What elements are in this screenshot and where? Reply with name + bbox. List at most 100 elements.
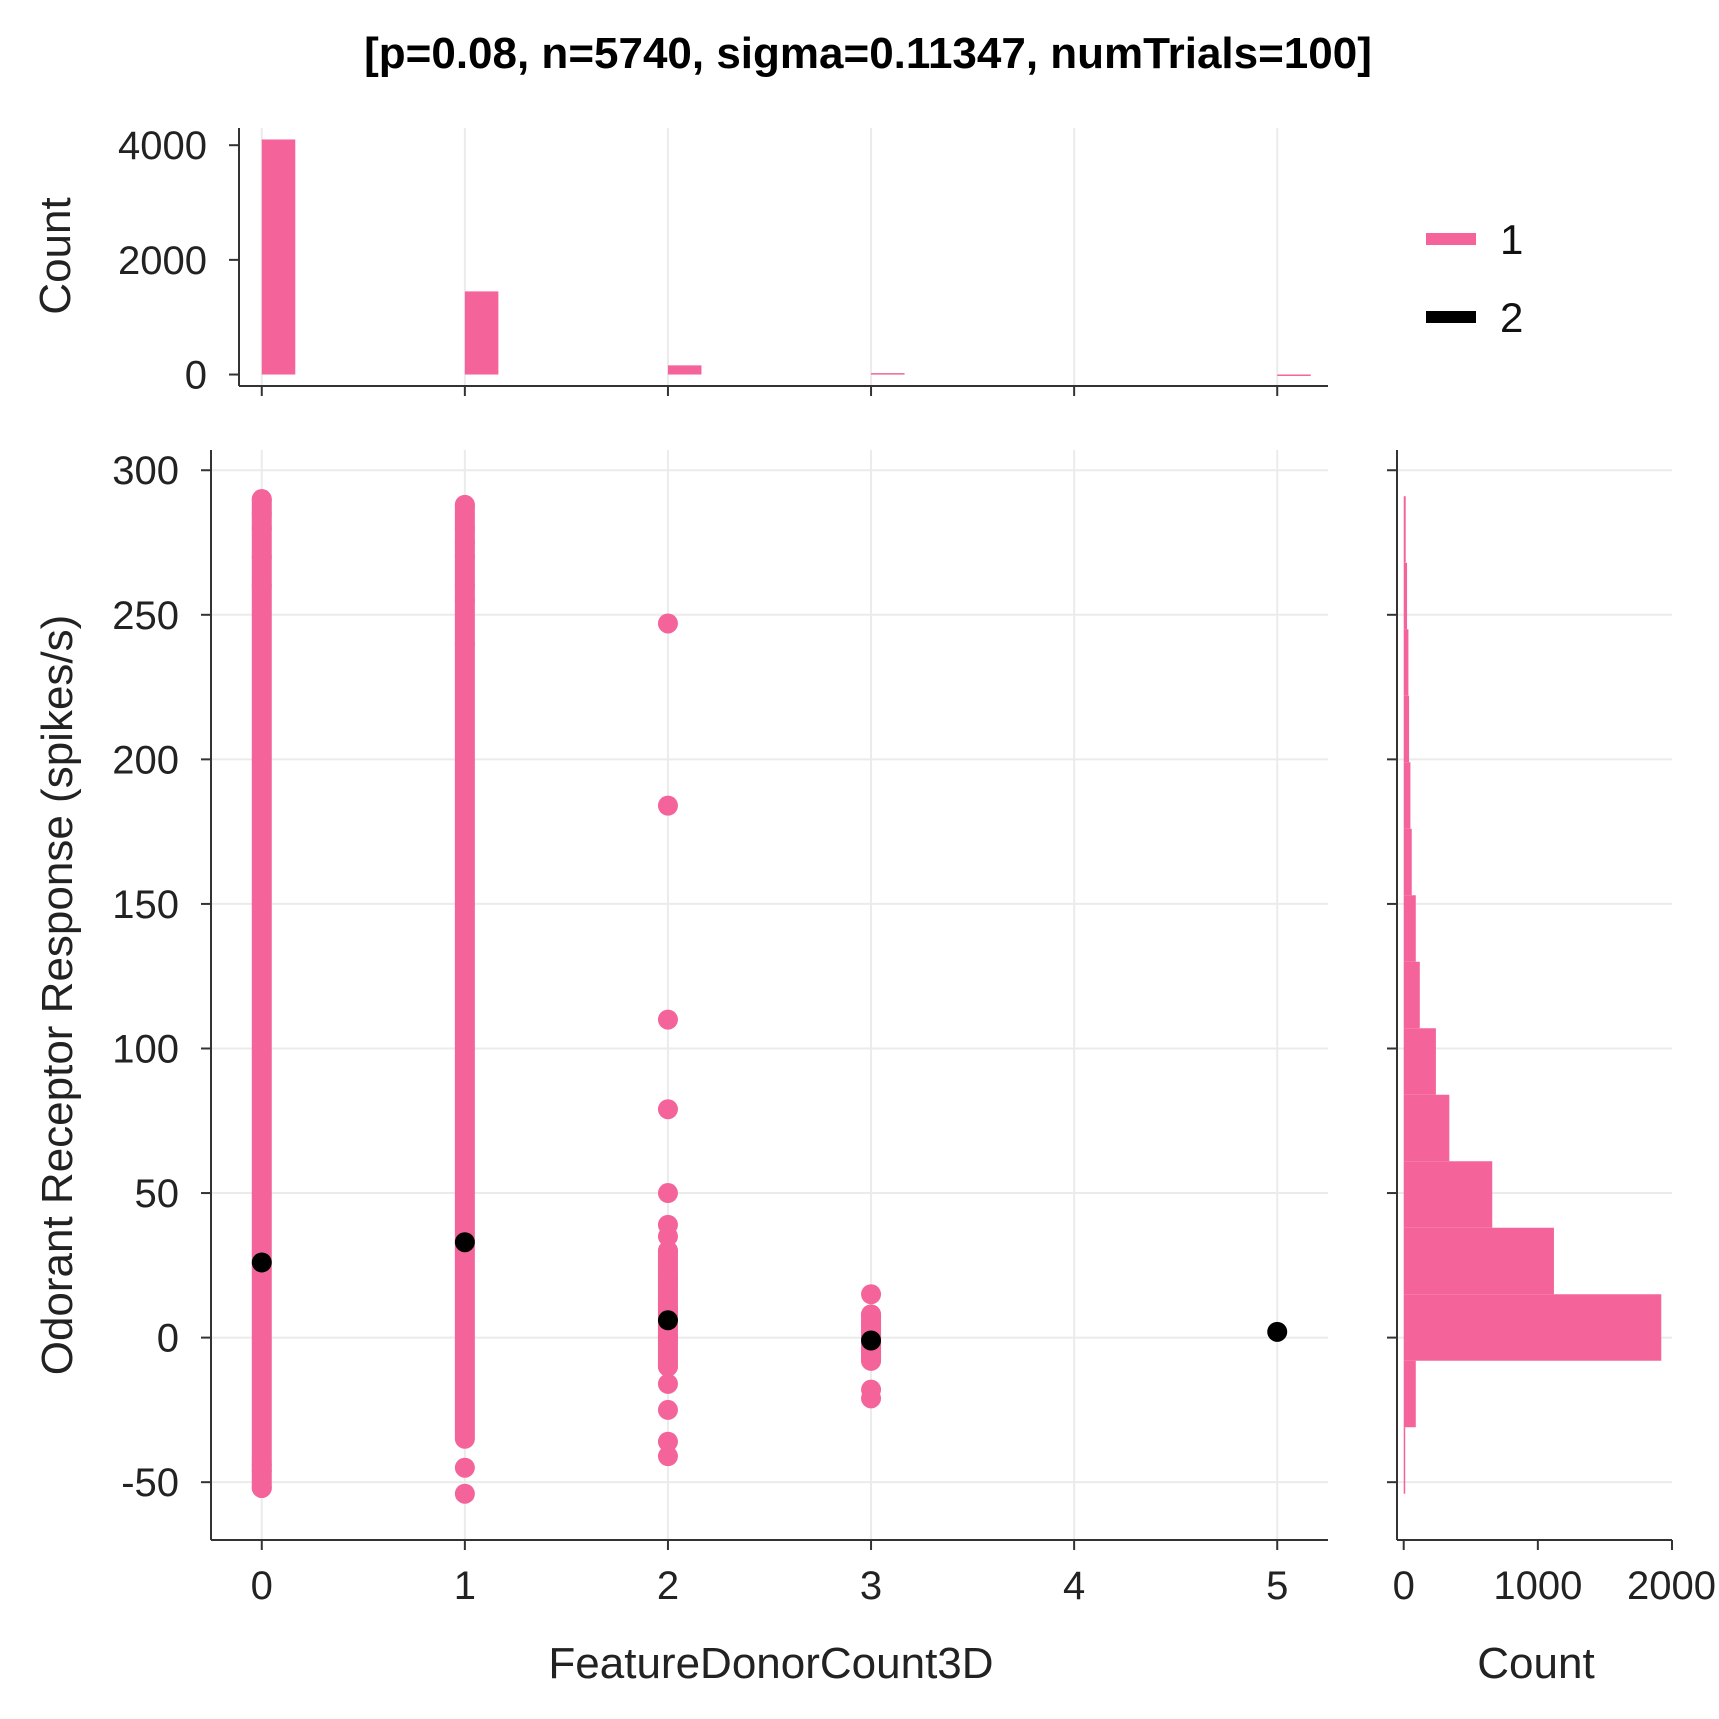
y-tick-label: 250	[112, 594, 179, 638]
top-y-tick-label: 0	[185, 354, 207, 398]
series-1-point	[657, 1240, 678, 1261]
series-1-point	[657, 795, 678, 816]
series-1-point	[657, 1356, 678, 1377]
series-2-point	[657, 1310, 678, 1331]
top-histogram-bar	[464, 291, 499, 375]
right-histogram-bar	[1403, 828, 1412, 896]
top-histogram-bar	[667, 365, 702, 375]
series-1-point	[657, 1009, 678, 1030]
right-histogram-bar	[1403, 496, 1406, 563]
right-histogram-bar	[1403, 895, 1416, 962]
right-histogram-bar	[1403, 1360, 1416, 1428]
series-2-points	[251, 1232, 1288, 1351]
series-1-point	[454, 1457, 475, 1478]
x-tick-label: 4	[1063, 1564, 1085, 1608]
legend-label-series-2: 2	[1500, 294, 1523, 341]
series-1-point	[657, 1327, 678, 1348]
top-histogram-axes: 0 2000 4000	[118, 124, 1328, 398]
series-1-point	[657, 1399, 678, 1420]
right-histogram-bars	[1403, 496, 1662, 1494]
series-1-point	[454, 633, 475, 654]
top-histogram-grid	[260, 128, 1279, 386]
right-histogram-bar	[1403, 762, 1411, 829]
series-1-point	[657, 1446, 678, 1467]
series-1-point	[251, 575, 272, 596]
right-histogram-bar	[1403, 1028, 1436, 1095]
top-histogram-y-label: Count	[31, 197, 80, 314]
x-tick-label: 5	[1266, 1564, 1288, 1608]
right-histogram-bar	[1403, 1294, 1662, 1361]
y-axis-label: Odorant Receptor Response (spikes/s)	[33, 615, 82, 1376]
series-1-point	[657, 1269, 678, 1290]
series-1-point	[657, 1373, 678, 1394]
series-1-point	[251, 489, 272, 510]
top-histogram-bars	[261, 139, 1311, 376]
top-y-tick-label: 2000	[118, 239, 207, 283]
y-tick-label: 50	[135, 1172, 180, 1216]
right-histogram-bar	[1403, 1427, 1406, 1494]
y-tick-label: 300	[112, 449, 179, 493]
legend-swatch-series-1	[1426, 233, 1476, 245]
series-1-point	[454, 575, 475, 596]
series-2-point	[454, 1232, 475, 1253]
series-1-point	[454, 546, 475, 567]
legend: 1 2	[1426, 216, 1523, 341]
series-1-point	[657, 1431, 678, 1452]
series-1-point	[454, 532, 475, 553]
series-1-point	[454, 518, 475, 539]
right-histogram-axes: 0 1000 2000	[1387, 450, 1716, 1608]
series-1-point	[657, 613, 678, 634]
main-scatter-panel: 0 1 2 3 4 5 -50 0 50 100 150 200 250 300 FeatureDonor…	[33, 449, 1328, 1688]
series-2-point	[861, 1330, 882, 1351]
series-1-point	[251, 503, 272, 524]
series-1-points	[251, 489, 882, 1504]
x-tick-label: 0	[251, 1564, 273, 1608]
series-1-point	[861, 1379, 882, 1400]
top-histogram-bar	[261, 139, 296, 375]
x-tick-label: 1	[454, 1564, 476, 1608]
series-1-point	[251, 546, 272, 567]
y-tick-label: 200	[112, 738, 179, 782]
right-x-tick-label: 0	[1393, 1564, 1415, 1608]
y-tick-label: 150	[112, 883, 179, 927]
right-histogram-bar	[1403, 961, 1420, 1029]
x-tick-label: 3	[860, 1564, 882, 1608]
right-histogram-bar	[1403, 562, 1408, 630]
series-1-point	[251, 518, 272, 539]
top-y-tick-label: 4000	[118, 124, 207, 168]
right-histogram-panel: 0 1000 2000 Count	[1387, 450, 1716, 1688]
x-tick-label: 2	[657, 1564, 679, 1608]
top-histogram-bar	[871, 373, 905, 375]
right-histogram-bar	[1403, 1094, 1450, 1162]
right-x-tick-label: 2000	[1627, 1564, 1716, 1608]
right-histogram-x-label: Count	[1477, 1639, 1594, 1688]
chart-title: [p=0.08, n=5740, sigma=0.11347, numTrial…	[364, 29, 1372, 78]
right-histogram-bar	[1403, 695, 1410, 763]
series-1-point	[657, 1183, 678, 1204]
series-1-point	[454, 1483, 475, 1504]
series-1-point	[657, 1214, 678, 1235]
right-histogram-bar	[1403, 1227, 1554, 1295]
main-grid	[211, 450, 1328, 1540]
legend-swatch-series-2	[1426, 311, 1476, 323]
y-tick-label: -50	[121, 1461, 179, 1505]
series-2-point	[251, 1252, 272, 1273]
top-histogram-panel: 0 2000 4000 Count	[31, 124, 1328, 398]
main-axes: 0 1 2 3 4 5 -50 0 50 100 150 200 250 300	[112, 449, 1328, 1608]
x-axis-label: FeatureDonorCount3D	[548, 1639, 993, 1688]
right-histogram-bar	[1403, 629, 1409, 696]
series-1-point	[861, 1284, 882, 1305]
y-tick-label: 100	[112, 1027, 179, 1071]
series-1-point	[657, 1099, 678, 1120]
right-histogram-bar	[1403, 1161, 1493, 1228]
series-1-point	[861, 1304, 882, 1325]
series-1-point	[454, 590, 475, 611]
series-1-point	[251, 1477, 272, 1498]
series-1-point	[251, 1454, 272, 1475]
right-x-tick-label: 1000	[1493, 1564, 1582, 1608]
y-tick-label: 0	[157, 1317, 179, 1361]
series-2-point	[1267, 1321, 1288, 1342]
top-histogram-bar	[1277, 374, 1311, 376]
legend-label-series-1: 1	[1500, 216, 1523, 263]
